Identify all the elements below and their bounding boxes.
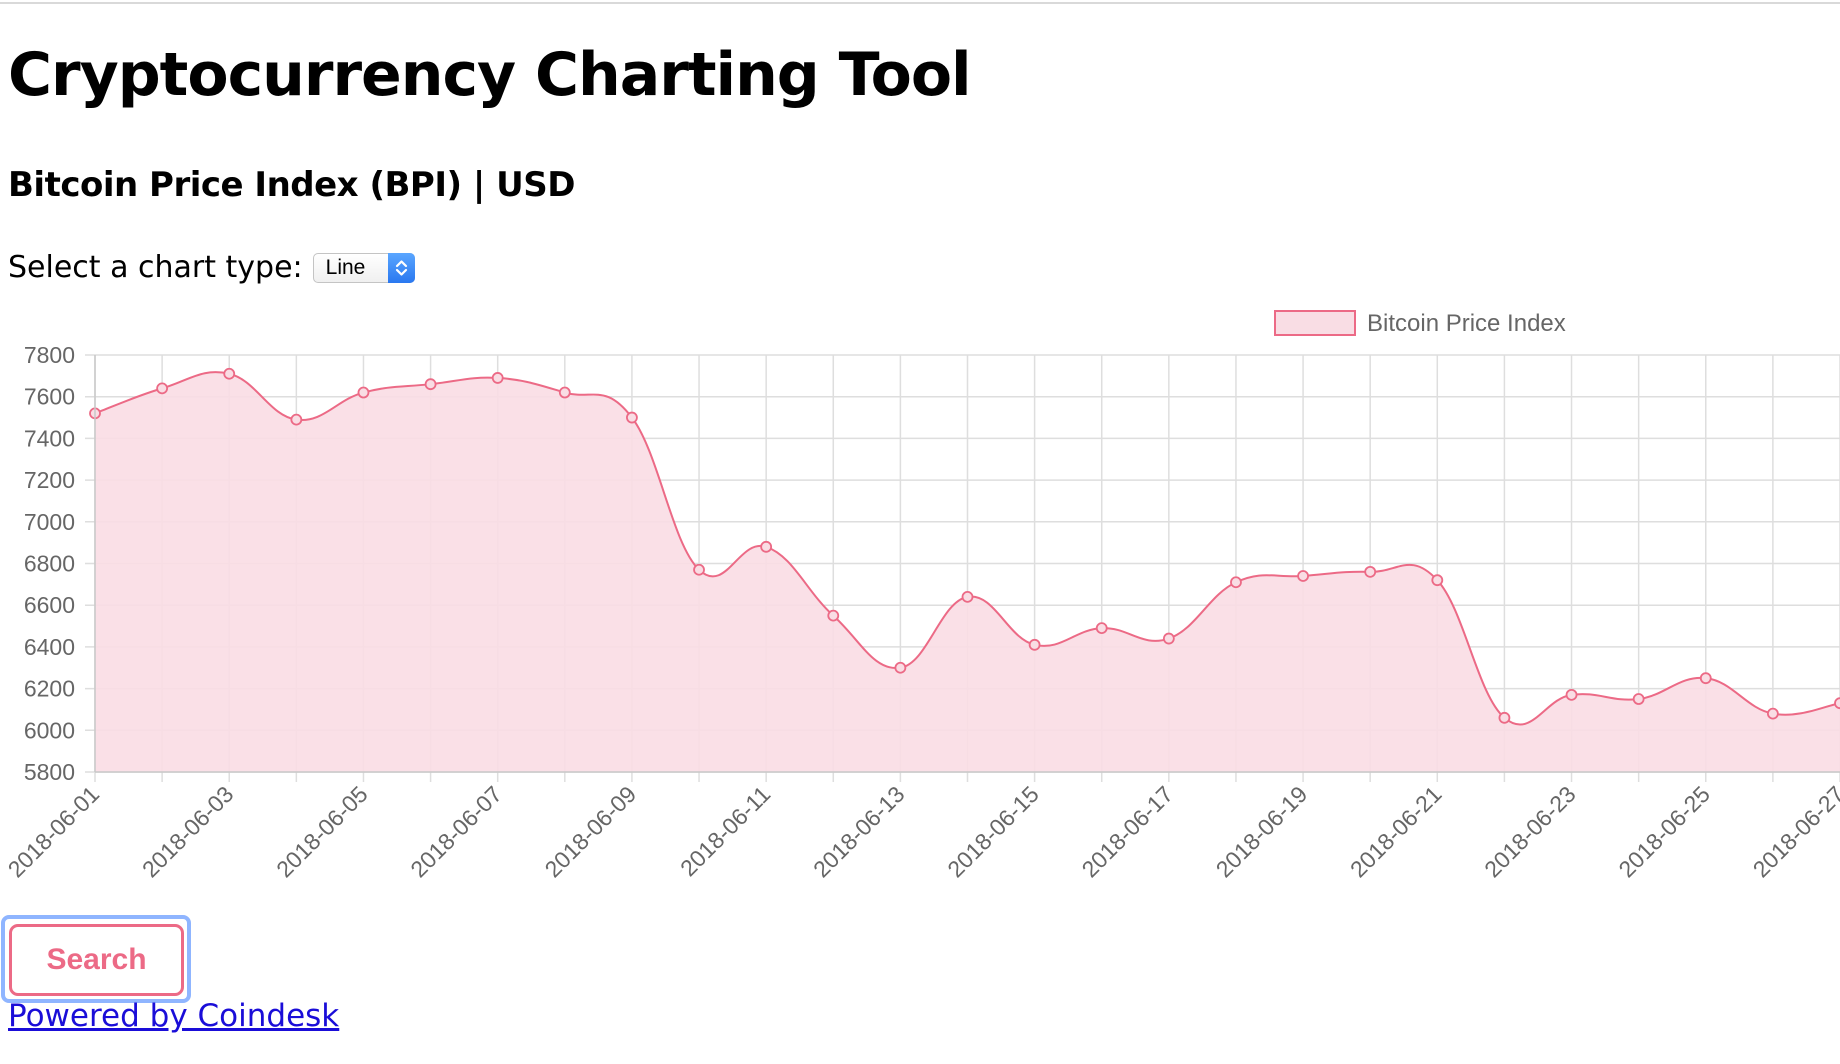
data-point bbox=[1565, 688, 1578, 701]
y-tick-label: 5800 bbox=[24, 759, 75, 785]
y-tick-label: 6600 bbox=[24, 592, 75, 618]
price-chart-svg: 5800 6000 6200 6400 6600 6800 7000 7200 7400 7600… bbox=[3, 310, 1840, 883]
y-tick-label: 7200 bbox=[24, 467, 75, 493]
legend-label: Bitcoin Price Index bbox=[1367, 310, 1566, 337]
x-tick-label: 2018-06-17 bbox=[1076, 781, 1178, 883]
data-point bbox=[491, 372, 504, 384]
data-point bbox=[760, 540, 773, 553]
select-arrows-icon bbox=[387, 252, 415, 283]
data-point bbox=[1297, 570, 1309, 582]
series-area bbox=[95, 372, 1840, 772]
x-tick-label: 2018-06-27 bbox=[1748, 781, 1840, 883]
x-tick-label: 2018-06-13 bbox=[808, 781, 910, 883]
data-point bbox=[223, 367, 236, 380]
data-point bbox=[1230, 576, 1242, 589]
price-chart: 5800 6000 6200 6400 6600 6800 7000 7200 7400 7600… bbox=[0, 298, 1840, 910]
data-point bbox=[558, 386, 571, 399]
y-tick-label: 7600 bbox=[24, 384, 75, 410]
data-point bbox=[961, 590, 974, 603]
data-point bbox=[156, 382, 169, 395]
data-point bbox=[827, 609, 840, 622]
data-point bbox=[1095, 622, 1108, 635]
search-button[interactable]: Search bbox=[9, 924, 184, 996]
x-tick-label: 2018-06-19 bbox=[1211, 781, 1313, 883]
data-point bbox=[1766, 707, 1779, 720]
data-point bbox=[424, 378, 437, 391]
data-point bbox=[1632, 693, 1645, 705]
x-tick-label: 2018-06-03 bbox=[137, 781, 239, 883]
data-point bbox=[1162, 632, 1175, 645]
data-point bbox=[626, 411, 638, 424]
chart-subtitle: Bitcoin Price Index (BPI) | USD bbox=[8, 165, 575, 205]
x-tick-label: 2018-06-09 bbox=[540, 781, 642, 883]
chart-type-selected-value: Line bbox=[325, 255, 366, 279]
x-tick-label: 2018-06-15 bbox=[942, 781, 1044, 883]
y-tick-label: 7800 bbox=[24, 342, 75, 368]
chart-type-select[interactable]: Line bbox=[312, 252, 415, 283]
y-tick-label: 6800 bbox=[24, 551, 75, 577]
series-line bbox=[94, 371, 1840, 726]
y-tick-label: 7400 bbox=[24, 425, 75, 451]
data-point bbox=[1028, 638, 1041, 651]
y-tick-label: 6200 bbox=[24, 676, 75, 702]
data-point bbox=[894, 661, 907, 674]
data-point bbox=[1431, 574, 1444, 587]
x-tick-label: 2018-06-11 bbox=[675, 781, 775, 881]
data-point bbox=[1364, 565, 1377, 578]
page-title: Cryptocurrency Charting Tool bbox=[8, 40, 972, 110]
x-tick-label: 2018-06-21 bbox=[1345, 781, 1447, 883]
y-tick-label: 6400 bbox=[24, 634, 75, 660]
top-divider bbox=[0, 2, 1840, 4]
data-point bbox=[693, 563, 705, 576]
x-tick-label: 2018-06-07 bbox=[405, 781, 507, 883]
x-tick-label: 2018-06-05 bbox=[271, 781, 373, 883]
data-point bbox=[290, 413, 303, 426]
data-point bbox=[1699, 672, 1712, 685]
search-focus-ring bbox=[1, 915, 191, 1003]
data-point bbox=[1498, 711, 1511, 724]
x-tick-label: 2018-06-01 bbox=[3, 781, 105, 883]
legend-swatch bbox=[1274, 310, 1356, 336]
data-point bbox=[357, 386, 370, 399]
chart-type-row: Select a chart type: Line bbox=[8, 250, 415, 285]
y-tick-label: 6000 bbox=[24, 717, 75, 743]
chart-type-label: Select a chart type: bbox=[8, 250, 303, 285]
x-tick-label: 2018-06-25 bbox=[1613, 781, 1715, 883]
data-point bbox=[1834, 697, 1840, 710]
y-tick-label: 7000 bbox=[24, 509, 75, 535]
powered-by-coindesk-link[interactable]: Powered by Coindesk bbox=[8, 998, 340, 1034]
x-tick-label: 2018-06-23 bbox=[1479, 781, 1581, 883]
